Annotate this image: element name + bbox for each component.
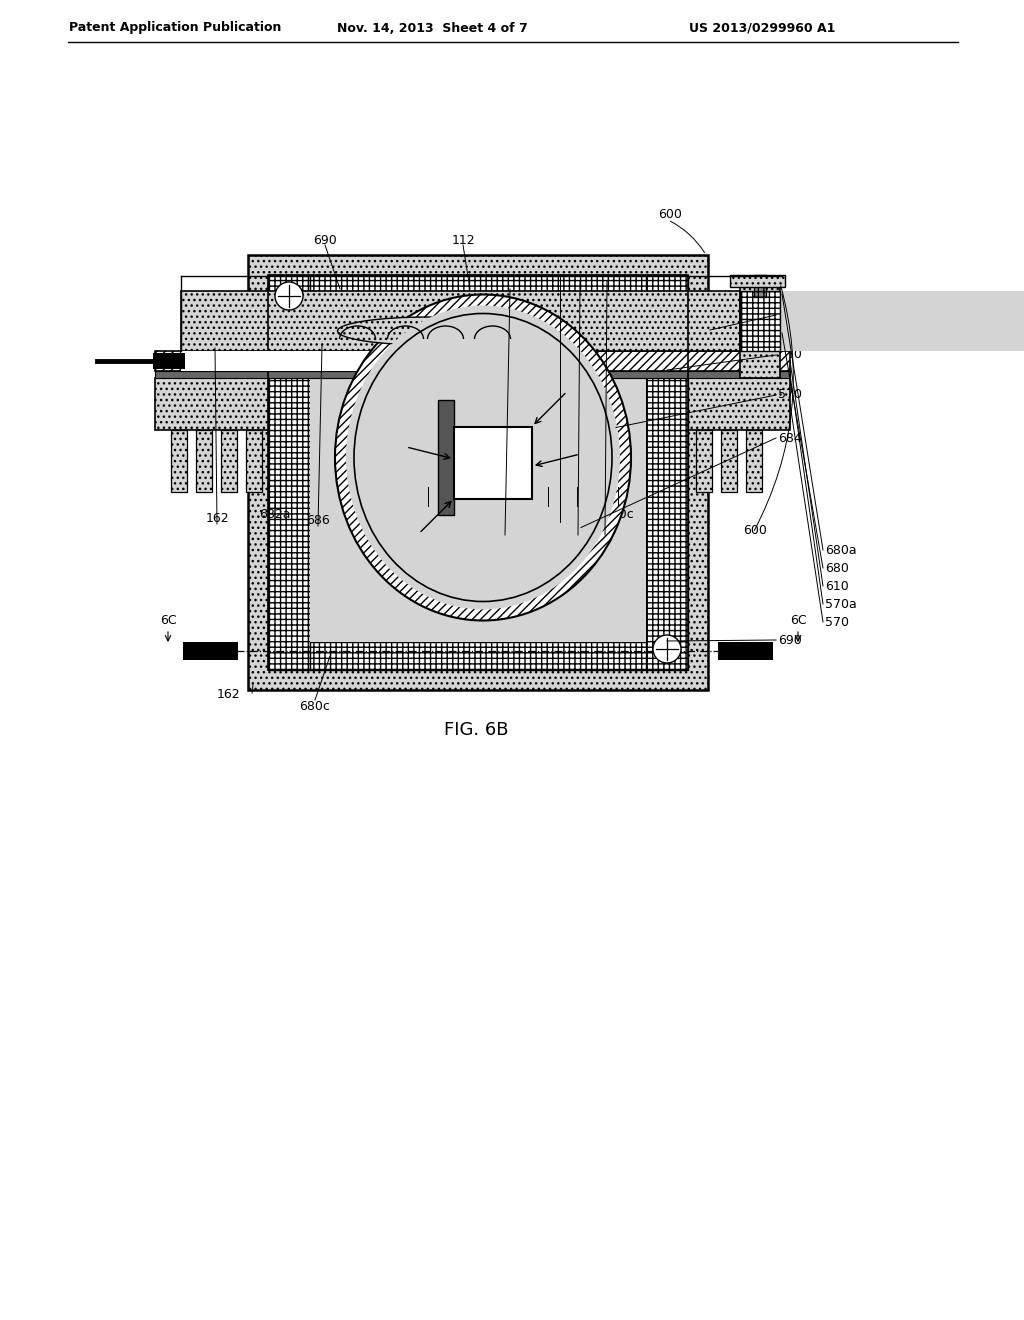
Text: 570: 570 xyxy=(778,388,802,401)
Bar xyxy=(446,430,462,492)
Text: US 2013/0299960 A1: US 2013/0299960 A1 xyxy=(689,21,836,34)
Text: 600: 600 xyxy=(743,524,767,536)
Bar xyxy=(183,642,238,660)
Bar xyxy=(310,642,646,671)
Bar xyxy=(621,430,637,492)
Text: 162: 162 xyxy=(778,309,802,322)
Bar xyxy=(181,290,1024,351)
Text: 112: 112 xyxy=(452,234,475,247)
Text: 680a: 680a xyxy=(825,544,857,557)
Bar xyxy=(155,371,790,378)
Text: 6C: 6C xyxy=(790,615,806,627)
Bar xyxy=(671,430,687,492)
Bar xyxy=(718,642,773,660)
Text: 162: 162 xyxy=(216,689,240,701)
Bar xyxy=(402,339,453,351)
Bar xyxy=(730,275,785,286)
Bar xyxy=(310,304,646,642)
Bar xyxy=(248,255,708,690)
Ellipse shape xyxy=(346,305,620,610)
Text: 680c: 680c xyxy=(300,701,331,714)
Bar xyxy=(271,430,287,492)
Bar xyxy=(196,430,212,492)
Text: 112: 112 xyxy=(565,507,589,520)
Bar xyxy=(153,352,185,370)
Text: 686: 686 xyxy=(306,513,330,527)
Bar xyxy=(454,426,532,499)
Text: FIG. 6B: FIG. 6B xyxy=(443,721,508,739)
Bar xyxy=(221,430,237,492)
Text: 690: 690 xyxy=(778,634,802,647)
Text: 684: 684 xyxy=(548,511,571,524)
Bar xyxy=(754,275,766,297)
Bar xyxy=(155,378,790,430)
Bar xyxy=(268,275,688,671)
Bar xyxy=(596,430,612,492)
Circle shape xyxy=(275,282,303,310)
Text: 690: 690 xyxy=(313,234,337,247)
Bar xyxy=(396,430,412,492)
Text: 682: 682 xyxy=(537,507,560,520)
Ellipse shape xyxy=(338,317,517,345)
Text: 684: 684 xyxy=(778,432,802,445)
Bar xyxy=(246,430,262,492)
Bar xyxy=(268,275,310,671)
Bar xyxy=(421,430,437,492)
Bar xyxy=(346,430,362,492)
Text: 688: 688 xyxy=(566,524,590,536)
Text: 610: 610 xyxy=(825,579,849,593)
Text: 680: 680 xyxy=(778,348,802,362)
Text: 600: 600 xyxy=(658,209,682,222)
Text: 570a: 570a xyxy=(489,524,521,536)
Bar xyxy=(155,351,790,371)
Bar xyxy=(296,430,312,492)
Bar xyxy=(171,430,187,492)
Bar xyxy=(646,275,688,671)
Bar xyxy=(746,430,762,492)
Text: 610c: 610c xyxy=(603,507,634,520)
Text: 6C: 6C xyxy=(160,615,176,627)
Bar xyxy=(310,275,646,304)
Bar xyxy=(521,430,537,492)
Text: 570a: 570a xyxy=(825,598,857,610)
Text: 610b: 610b xyxy=(413,507,443,520)
Bar xyxy=(696,430,712,492)
Text: 570: 570 xyxy=(825,615,849,628)
Text: Patent Application Publication: Patent Application Publication xyxy=(69,21,282,34)
Ellipse shape xyxy=(335,294,631,620)
Bar xyxy=(740,286,780,378)
Bar xyxy=(721,430,737,492)
Bar xyxy=(471,430,487,492)
Text: 690: 690 xyxy=(593,524,616,536)
Bar xyxy=(646,430,662,492)
Bar xyxy=(496,430,512,492)
Text: Nov. 14, 2013  Sheet 4 of 7: Nov. 14, 2013 Sheet 4 of 7 xyxy=(337,21,527,34)
Text: FIG. 6C: FIG. 6C xyxy=(421,545,485,564)
Bar xyxy=(571,430,587,492)
Text: 162: 162 xyxy=(205,511,228,524)
Bar xyxy=(740,290,780,351)
Bar xyxy=(371,430,387,492)
Text: 680: 680 xyxy=(825,561,849,574)
Bar xyxy=(181,351,512,371)
Bar xyxy=(438,400,454,515)
Bar xyxy=(321,430,337,492)
Bar xyxy=(546,430,562,492)
Bar xyxy=(181,290,740,351)
Circle shape xyxy=(653,635,681,663)
Text: 682a: 682a xyxy=(259,507,291,520)
